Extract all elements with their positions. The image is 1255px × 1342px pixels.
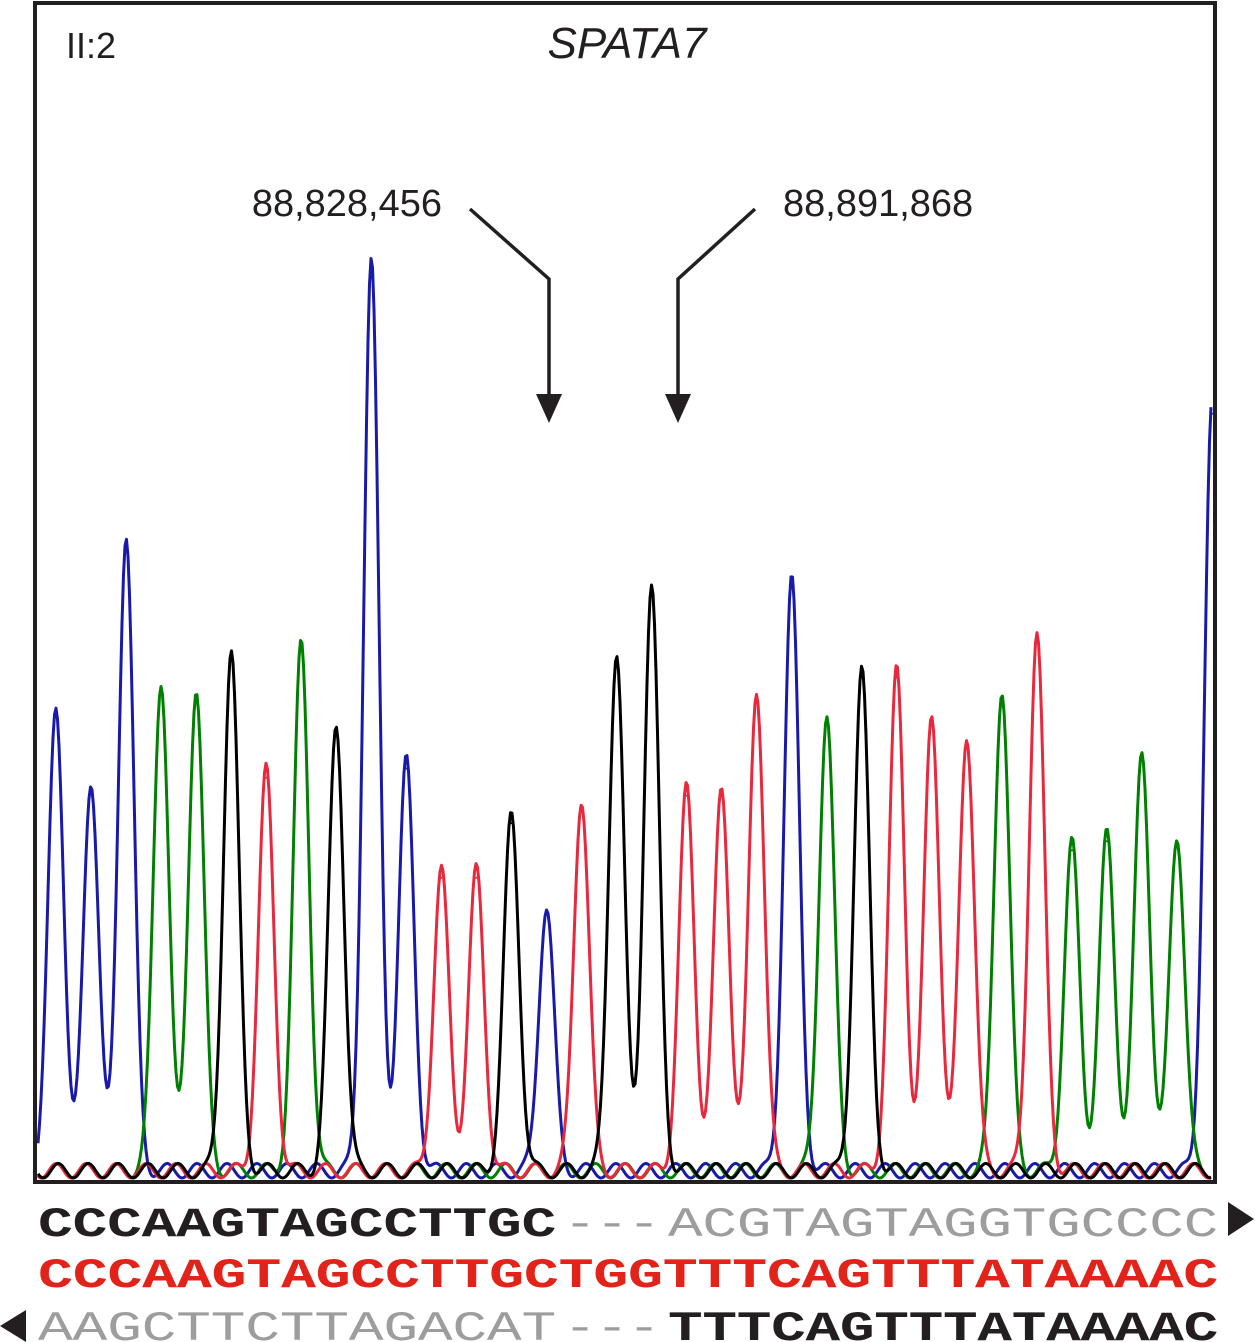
forward-gap: --- [564,1201,660,1249]
peak-22-C [790,585,793,588]
peak-34-C [1211,412,1213,415]
breakpoint-right-arrow [665,207,757,423]
peak-2-C [90,785,92,788]
peak-11-C [405,767,408,770]
peak-21-T [755,694,758,697]
reverse-reference-sequence: AAGCTTCTTAGACAT --- TTTCAGTTTATAAAAC [38,1305,1218,1342]
reverse-matched-segment: TTTCAGTTTATAAAAC [668,1305,1218,1342]
peak-9-G [335,731,338,734]
reverse-deleted-segment: AAGCTTCTTAGACAT [38,1305,556,1342]
breakpoint-left-label: 88,828,456 [252,183,442,225]
peak-26-T [930,722,933,724]
reverse-gap: --- [564,1305,660,1342]
peak-25-T [895,676,898,679]
forward-matched-segment: CCCAAGTAGCCTTGC [38,1201,556,1249]
peak-29-T [1035,640,1038,643]
peak-15-C [545,913,548,916]
chromatogram-frame [33,1,1217,1184]
peak-27-T [965,740,968,743]
forward-direction-arrow [1228,1202,1254,1236]
peak-19-T [685,794,688,797]
peak-7-T [265,776,268,779]
breakpoint-left-arrow [468,207,562,423]
chromatogram-traces [36,257,1213,1180]
peak-23-A [825,722,828,724]
peak-28-A [1000,694,1003,697]
chromatogram-peaks [55,267,1213,916]
peak-30-A [1070,849,1073,852]
peak-10-C [370,267,373,269]
peak-12-T [440,876,443,879]
peak-33-A [1176,840,1178,843]
peak-13-T [475,876,478,879]
sample-label: II:2 [66,25,116,66]
peak-17-G [615,658,618,661]
peak-24-G [860,676,863,679]
peak-3-C [125,540,128,542]
peak-16-T [580,803,583,806]
peak-18-G [650,594,653,597]
peak-32-A [1140,758,1143,761]
observed-sequence: CCCAAGTAGCCTTGCTGGTTTCAGTTTATAAAAC [38,1252,1218,1300]
peak-5-A [195,694,198,697]
trace-T [37,631,1212,1180]
gene-title: SPATA7 [548,19,708,68]
peak-8-A [300,649,303,652]
trace-G [36,583,1211,1180]
reverse-direction-arrow [0,1310,26,1342]
peak-6-G [230,658,233,661]
trace-C [36,257,1213,1180]
peak-14-G [510,822,513,825]
peak-4-A [160,685,163,688]
forward-deleted-segment: ACGTAGTAGGTGCCCC [668,1201,1218,1249]
peak-20-T [720,794,723,797]
peak-31-A [1105,840,1108,843]
peak-1-C [55,712,57,715]
forward-reference-sequence: CCCAAGTAGCCTTGC --- ACGTAGTAGGTGCCCC [38,1201,1218,1249]
breakpoint-right-label: 88,891,868 [783,183,973,225]
